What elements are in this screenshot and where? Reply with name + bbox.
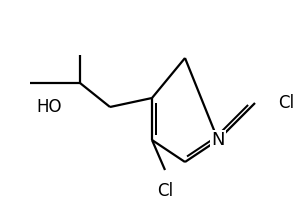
Text: HO: HO — [37, 98, 62, 116]
Text: N: N — [211, 131, 225, 149]
Text: Cl: Cl — [157, 182, 173, 197]
Text: Cl: Cl — [278, 94, 294, 112]
